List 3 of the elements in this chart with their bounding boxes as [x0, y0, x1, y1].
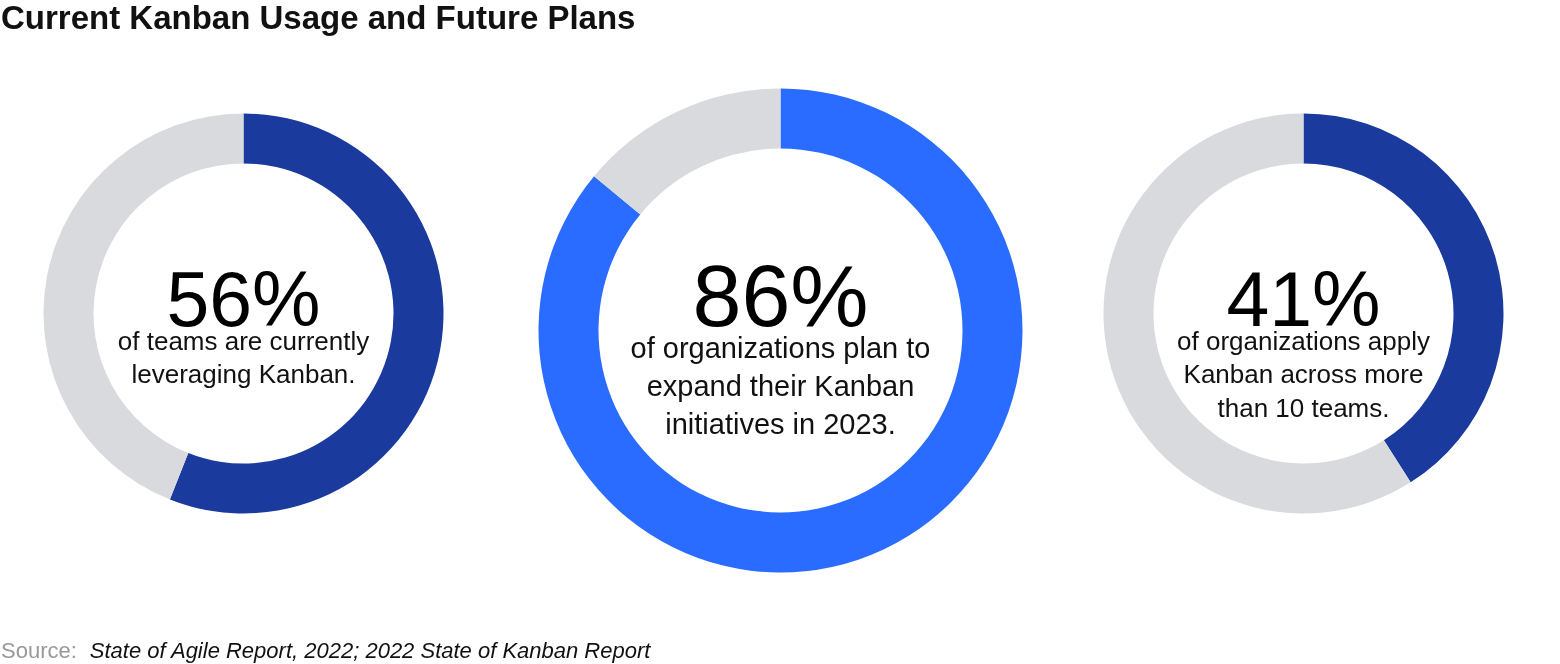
source-note: Source:	[1, 638, 77, 663]
chart-title: Current Kanban Usage and Future Plans	[1, 0, 636, 36]
text: State of Agile Report, 2022; 2022 State of Kanban Report	[89, 638, 651, 663]
